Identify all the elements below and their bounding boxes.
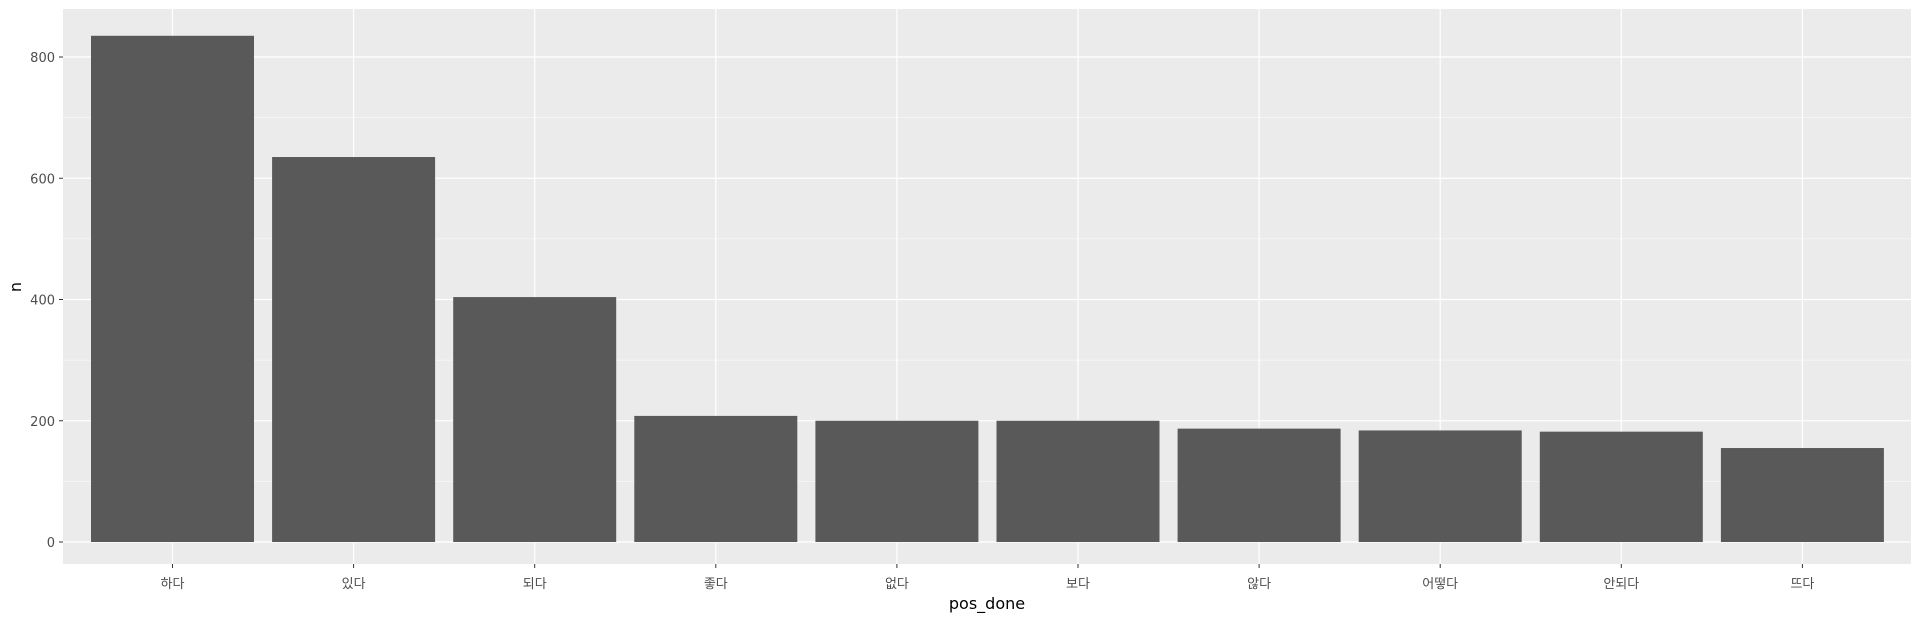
x-axis-title: pos_done — [949, 594, 1025, 614]
y-tick-label: 200 — [30, 415, 55, 430]
x-tick-label: 되다 — [523, 577, 547, 592]
bar-3 — [453, 297, 617, 542]
y-axis-title: n — [6, 282, 25, 292]
y-axis: 0 200 400 600 800 — [30, 51, 63, 551]
y-tick-label: 400 — [30, 294, 55, 309]
x-tick-label: 뜨다 — [1790, 577, 1814, 592]
bar-9 — [1539, 431, 1703, 542]
x-axis: 하다 있다 되다 좋다 없다 보다 않다 어떻다 안되다 뜨다 — [161, 564, 1814, 592]
bar-6 — [996, 420, 1160, 542]
x-tick-label: 없다 — [885, 577, 909, 592]
x-tick-label: 안되다 — [1603, 577, 1639, 592]
bar-2 — [272, 157, 436, 542]
bar-7 — [1177, 428, 1341, 542]
bar-1 — [91, 35, 254, 542]
bar-5 — [815, 420, 979, 542]
y-tick-label: 0 — [47, 536, 55, 551]
x-tick-label: 어떻다 — [1422, 577, 1458, 592]
bar-4 — [634, 415, 798, 542]
bar-8 — [1358, 430, 1522, 542]
bars — [91, 35, 1884, 542]
y-tick-label: 600 — [30, 172, 55, 187]
bar-10 — [1720, 448, 1884, 542]
x-tick-label: 있다 — [342, 577, 366, 592]
y-tick-label: 800 — [30, 51, 55, 66]
x-tick-label: 보다 — [1066, 577, 1090, 592]
x-tick-label: 좋다 — [704, 577, 728, 592]
x-tick-label: 하다 — [161, 577, 185, 592]
x-tick-label: 않다 — [1247, 577, 1271, 592]
